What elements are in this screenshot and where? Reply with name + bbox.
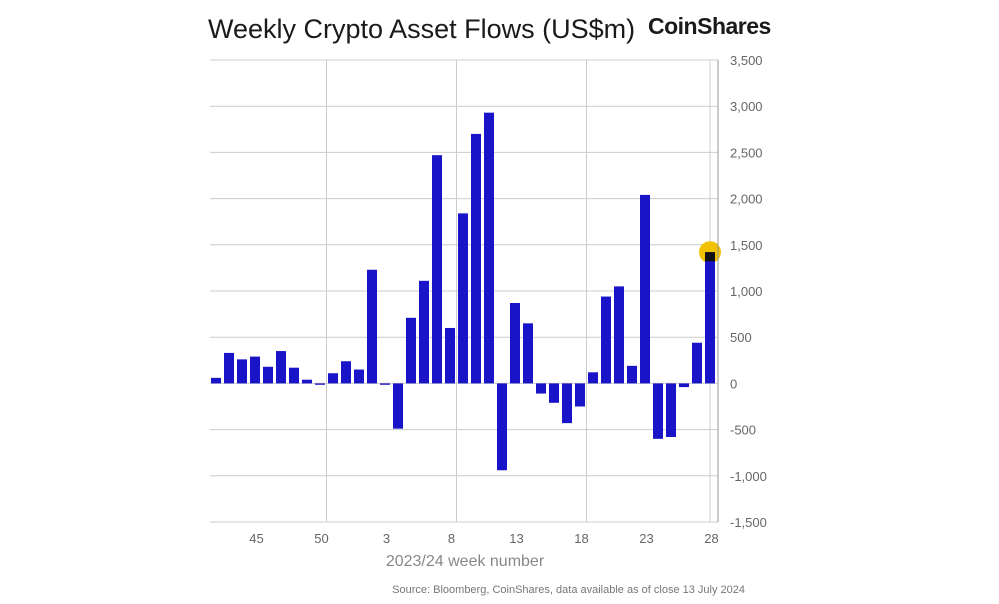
x-tick-label: 3 [383,531,390,546]
bar [380,383,390,385]
bar [458,213,468,384]
y-tick-label: 1,000 [730,284,763,299]
y-tick-label: 500 [730,330,752,345]
bar [549,383,559,403]
bar [393,383,403,429]
bar [406,317,416,384]
y-tick-label: 2,000 [730,192,763,207]
bar [289,367,299,384]
axes: 3,500 3,000 2,500 2,000 1,500 1,000 500 0 -500 -1… [249,53,767,546]
bar [601,296,611,384]
x-tick-label: 13 [509,531,523,546]
source-note: Source: Bloomberg, CoinShares, data avai… [392,584,745,596]
bar [575,383,585,407]
bar [614,286,624,384]
y-tick-label: -1,000 [730,469,767,484]
x-tick-label: 23 [639,531,653,546]
bar [315,383,325,385]
x-axis-title: 2023/24 week number [386,553,545,570]
x-tick-label: 8 [448,531,455,546]
bar [263,366,273,384]
bar [250,356,260,384]
bar [354,369,364,384]
bar [484,112,494,384]
y-tick-label: 0 [730,376,737,391]
bar [367,269,377,384]
highlight-bar-top [705,252,715,262]
bar [523,323,533,384]
bar [679,383,689,388]
bar [471,133,481,384]
bars [211,112,721,471]
bar [419,280,429,384]
bar [497,383,507,471]
bar [302,379,312,384]
chart-title: Weekly Crypto Asset Flows (US$m) [208,14,636,44]
bar [224,352,234,384]
y-tick-label: 1,500 [730,238,763,253]
x-tick-label: 28 [704,531,718,546]
x-tick-label: 50 [314,531,328,546]
bar [276,351,286,384]
x-tick-label: 45 [249,531,263,546]
bar [445,327,455,384]
y-tick-label: 2,500 [730,145,763,160]
bar [627,365,637,384]
y-tick-label: -1,500 [730,515,767,530]
y-tick-label: 3,000 [730,99,763,114]
bar [536,383,546,394]
bar [510,303,520,384]
bar [705,252,715,384]
bar [211,377,221,384]
bar [237,359,247,384]
bar [666,383,676,437]
y-tick-label: -500 [730,423,756,438]
bar [432,155,442,384]
x-tick-label: 18 [574,531,588,546]
brand-logo: CoinShares [648,13,771,39]
bar [328,373,338,384]
bar [341,361,351,384]
bar [640,194,650,384]
y-tick-label: 3,500 [730,53,763,68]
bar [653,383,663,439]
bar [588,372,598,384]
bar [692,342,702,384]
bar [562,383,572,424]
